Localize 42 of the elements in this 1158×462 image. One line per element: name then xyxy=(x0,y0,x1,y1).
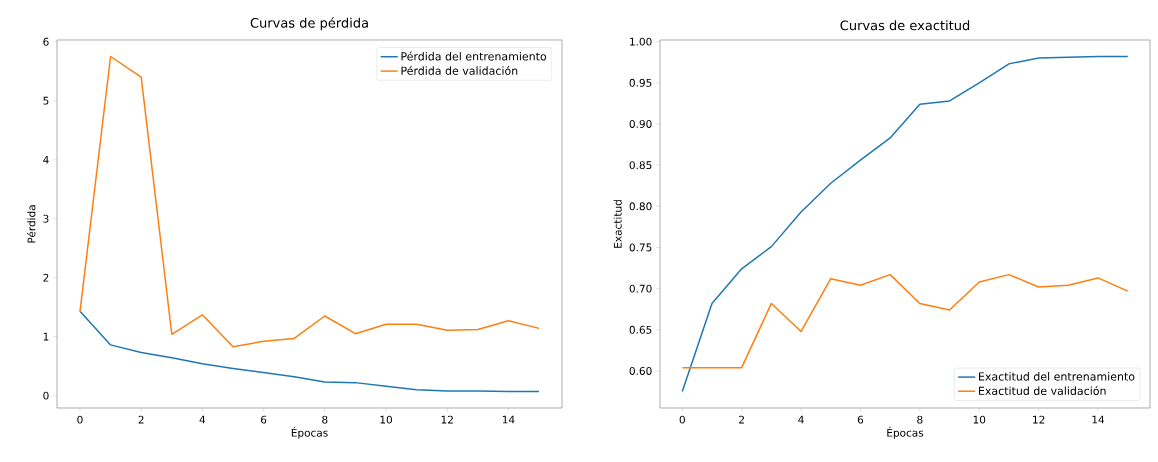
x-tick-label: 2 xyxy=(138,415,144,424)
y-tick-label: 5 xyxy=(43,96,49,105)
x-tick-label: 8 xyxy=(917,415,923,424)
y-tick-label: 6 xyxy=(43,37,49,46)
legend-label: Pérdida de validación xyxy=(401,65,518,75)
y-tick-label: 0 xyxy=(43,391,49,400)
y-tick-label: 0.95 xyxy=(629,78,652,87)
x-tick-label: 6 xyxy=(857,415,864,424)
x-tick-label: 6 xyxy=(261,415,267,424)
y-tick-label: 0.85 xyxy=(629,161,652,170)
y-tick-label: 0.75 xyxy=(629,243,652,252)
y-tick-label: 0.65 xyxy=(629,325,652,334)
x-tick-label: 8 xyxy=(322,415,328,424)
y-tick-label: 0.60 xyxy=(629,366,652,375)
x-tick-label: 4 xyxy=(798,415,804,424)
y-tick-label: 0.90 xyxy=(629,119,652,128)
x-tick-label: 10 xyxy=(380,415,392,424)
x-axis-title: Épocas xyxy=(291,426,328,439)
x-tick-label: 12 xyxy=(441,415,453,424)
y-tick-label: 2 xyxy=(43,273,49,282)
y-tick-label: 4 xyxy=(43,155,49,164)
x-tick-label: 14 xyxy=(502,415,515,424)
chart-title: Curvas de exactitud xyxy=(840,20,970,31)
y-tick-label: 1 xyxy=(43,332,49,341)
chart-title: Curvas de pérdida xyxy=(250,17,368,31)
y-tick-label: 0.80 xyxy=(629,202,652,211)
y-tick-label: 3 xyxy=(43,214,49,223)
x-axis-title: Épocas xyxy=(887,426,924,439)
x-tick-label: 0 xyxy=(77,415,83,424)
x-tick-label: 10 xyxy=(973,415,986,424)
x-tick-label: 4 xyxy=(199,415,206,424)
legend-label: Exactitud de validación xyxy=(979,386,1106,396)
legend-label: Pérdida del entrenamiento xyxy=(401,51,547,61)
x-tick-label: 14 xyxy=(1092,415,1105,424)
x-tick-label: 2 xyxy=(739,415,744,424)
y-tick-label: 1.00 xyxy=(630,37,652,46)
y-axis-title: Pérdida xyxy=(26,205,36,243)
y-axis-title: Exactitud xyxy=(613,200,622,248)
x-tick-label: 0 xyxy=(679,415,685,424)
y-tick-label: 0.70 xyxy=(629,284,652,293)
x-tick-label: 12 xyxy=(1033,415,1045,424)
legend-label: Exactitud del entrenamiento xyxy=(979,372,1135,381)
